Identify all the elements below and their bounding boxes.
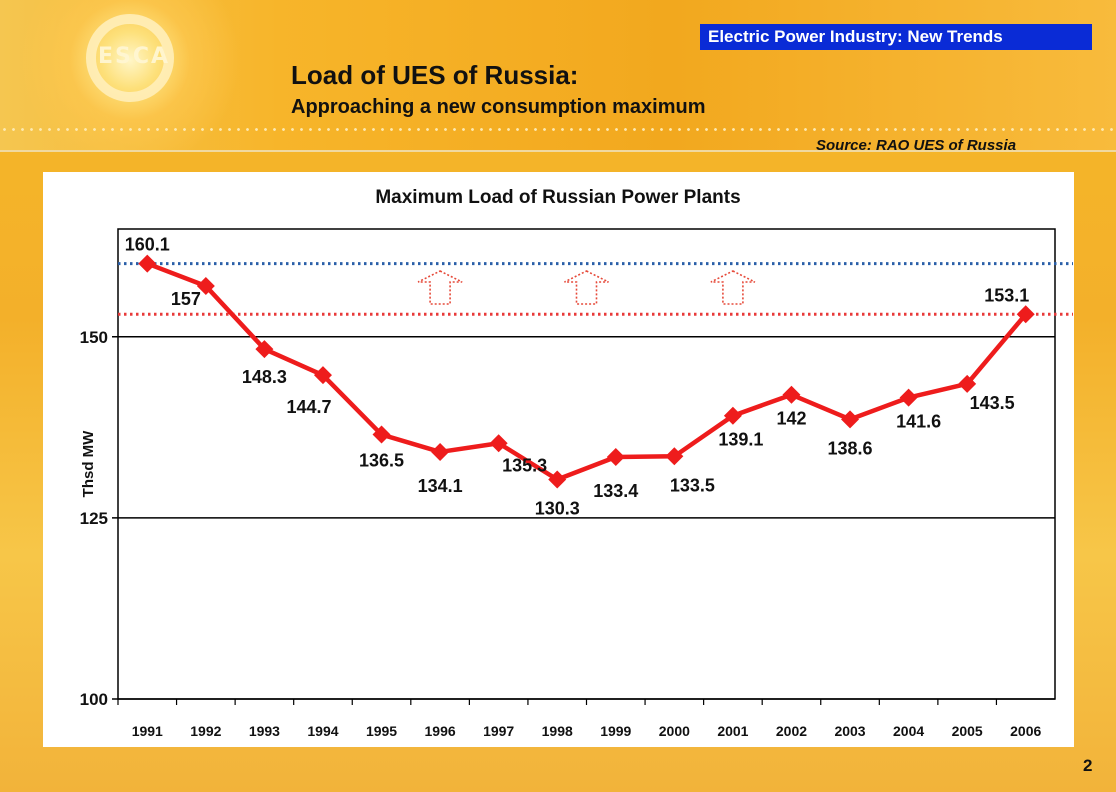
data-label: 144.7 <box>286 397 331 417</box>
data-label: 153.1 <box>984 285 1029 305</box>
chart-panel: Maximum Load of Russian Power Plants 100… <box>43 172 1074 747</box>
data-label: 133.5 <box>670 475 715 495</box>
data-label: 139.1 <box>718 430 763 450</box>
x-tick-label: 2000 <box>659 723 690 739</box>
data-point-marker <box>548 470 567 489</box>
y-tick-label: 100 <box>80 690 108 709</box>
x-tick-label: 1994 <box>307 723 338 739</box>
data-point-marker <box>841 410 860 429</box>
source-note: Source: RAO UES of Russia <box>816 137 1017 154</box>
data-point-marker <box>196 277 215 296</box>
data-point-marker <box>489 434 508 453</box>
data-label: 160.1 <box>125 235 170 255</box>
data-label: 133.4 <box>593 481 638 501</box>
data-point-marker <box>723 406 742 425</box>
data-point-marker <box>1016 305 1035 324</box>
slide-subtitle: Approaching a new consumption maximum <box>291 96 706 118</box>
y-tick-label: 125 <box>80 509 108 528</box>
logo-text: ESCA <box>98 44 171 69</box>
logo-burst: ESCA <box>20 0 260 150</box>
data-point-marker <box>313 366 332 385</box>
chart-title: Maximum Load of Russian Power Plants <box>375 187 740 208</box>
logo-icon <box>86 14 174 102</box>
x-tick-label: 2005 <box>952 723 983 739</box>
data-label: 134.1 <box>418 476 463 496</box>
plot-frame <box>117 228 1056 700</box>
x-tick-label: 1998 <box>542 723 573 739</box>
x-tick-label: 1995 <box>366 723 397 739</box>
line-chart: Maximum Load of Russian Power Plants 100… <box>80 187 1073 739</box>
data-label: 143.5 <box>970 393 1015 413</box>
x-tick-label: 2006 <box>1010 723 1041 739</box>
data-point-marker <box>431 442 450 461</box>
data-point-marker <box>372 425 391 444</box>
data-label: 138.6 <box>828 438 873 458</box>
data-point-marker <box>606 448 625 467</box>
x-tick-label: 2001 <box>717 723 748 739</box>
data-point-marker <box>255 340 274 359</box>
up-arrow-icon <box>417 270 463 305</box>
x-tick-label: 2004 <box>893 723 924 739</box>
header-dotted-rule <box>0 128 1116 131</box>
up-arrow-icon <box>564 270 609 305</box>
data-label: 130.3 <box>535 498 580 518</box>
data-label: 136.5 <box>359 451 404 471</box>
data-point-marker <box>899 388 918 407</box>
data-label: 142 <box>776 409 806 429</box>
data-point-marker <box>958 374 977 393</box>
x-tick-label: 2002 <box>776 723 807 739</box>
data-label: 148.3 <box>242 367 287 387</box>
data-label: 141.6 <box>896 412 941 432</box>
page-number: 2 <box>1083 756 1093 775</box>
data-point-marker <box>138 254 157 273</box>
x-tick-label: 1996 <box>425 723 456 739</box>
y-tick-label: 150 <box>80 328 108 347</box>
data-point-marker <box>665 447 684 466</box>
x-tick-label: 1992 <box>190 723 221 739</box>
data-label: 157 <box>171 289 201 309</box>
slide-title: Load of UES of Russia: <box>291 60 579 90</box>
y-axis-label: Thsd MW <box>80 430 97 497</box>
x-tick-label: 1993 <box>249 723 280 739</box>
x-tick-label: 1997 <box>483 723 514 739</box>
series-line <box>146 261 1028 482</box>
x-tick-label: 2003 <box>834 723 865 739</box>
data-label: 135.3 <box>502 455 547 475</box>
up-arrow-icon <box>710 270 756 305</box>
x-tick-label: 1991 <box>132 723 163 739</box>
data-point-marker <box>782 385 801 404</box>
section-tag: Electric Power Industry: New Trends <box>700 24 1092 50</box>
x-tick-label: 1999 <box>600 723 631 739</box>
